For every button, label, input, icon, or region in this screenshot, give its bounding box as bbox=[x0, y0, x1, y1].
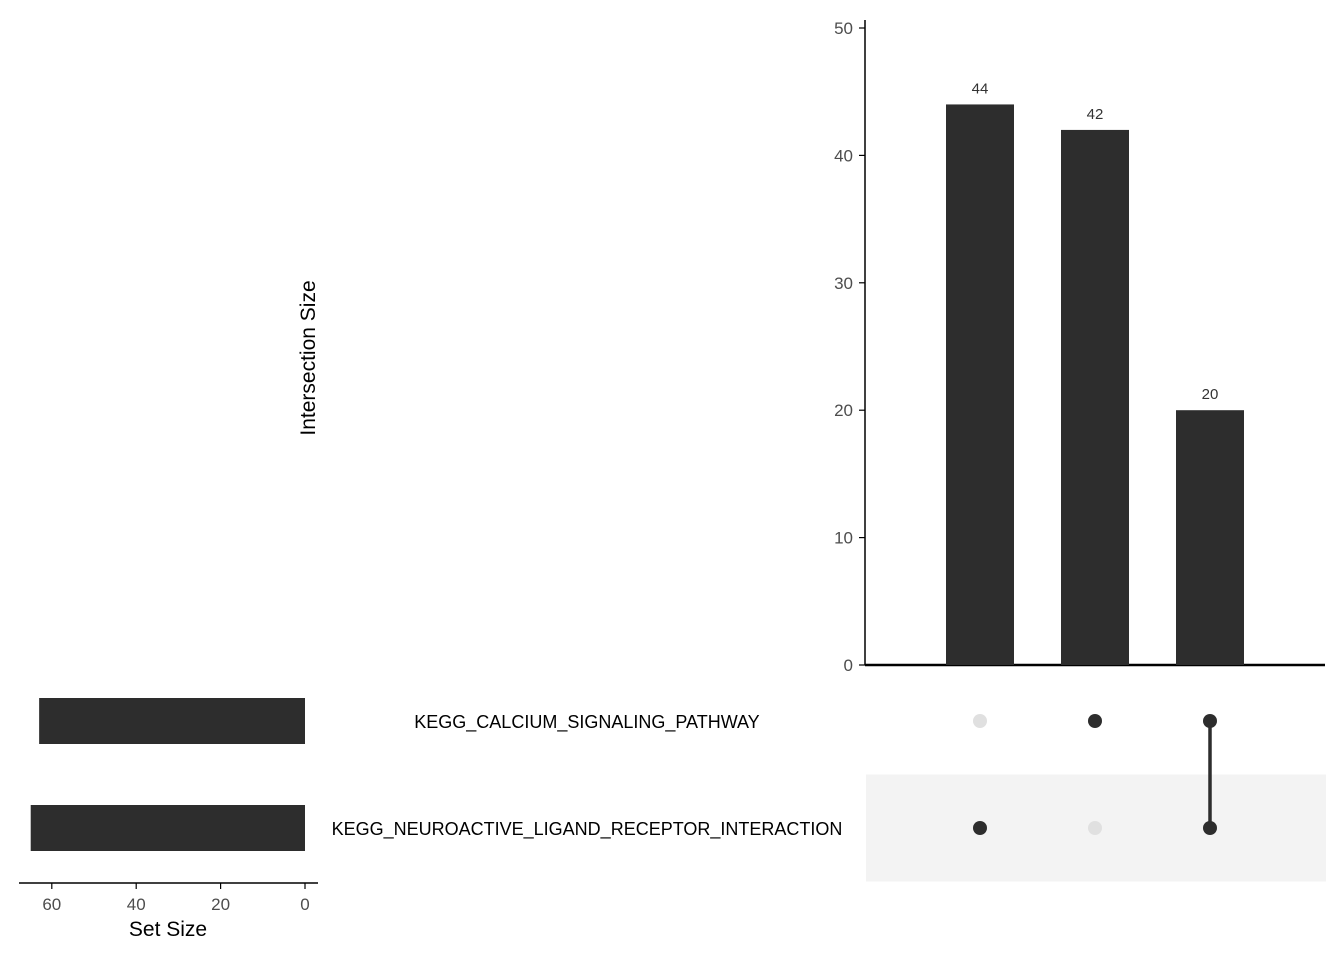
intersection-bar bbox=[1061, 129, 1129, 666]
intersection-bar bbox=[946, 104, 1014, 665]
y-tick-label: 40 bbox=[834, 146, 853, 165]
intersection-bar-label: 20 bbox=[1202, 386, 1219, 403]
set-size-bar bbox=[39, 698, 305, 744]
set-size-bar bbox=[30, 805, 305, 851]
membership-dot-filled bbox=[973, 821, 987, 835]
y-tick-label: 0 bbox=[844, 656, 853, 675]
set-size-tick-label: 0 bbox=[300, 895, 309, 914]
set-size-tick-label: 20 bbox=[211, 895, 230, 914]
set-name-label: KEGG_NEUROACTIVE_LIGAND_RECEPTOR_INTERAC… bbox=[332, 819, 843, 840]
set-name-label: KEGG_CALCIUM_SIGNALING_PATHWAY bbox=[414, 712, 759, 733]
intersection-bar bbox=[1176, 410, 1244, 665]
set-size-tick-label: 60 bbox=[42, 895, 61, 914]
membership-dot-filled bbox=[1203, 821, 1217, 835]
intersection-size-axis-title: Intersection Size bbox=[297, 280, 320, 435]
y-tick-label: 30 bbox=[834, 274, 853, 293]
set-size-panel: 60 40 20 0 bbox=[19, 698, 318, 914]
membership-dot-filled bbox=[1203, 714, 1217, 728]
membership-dot-filled bbox=[1088, 714, 1102, 728]
set-size-tick-label: 40 bbox=[127, 895, 146, 914]
intersection-bar-label: 44 bbox=[972, 80, 989, 97]
membership-dot-empty bbox=[973, 714, 987, 728]
membership-dot-empty bbox=[1088, 821, 1102, 835]
intersection-bar-label: 42 bbox=[1087, 106, 1104, 123]
set-size-axis-title: Set Size bbox=[129, 918, 207, 941]
y-tick-label: 10 bbox=[834, 529, 853, 548]
y-tick-label: 50 bbox=[834, 19, 853, 38]
y-tick-label: 20 bbox=[834, 401, 853, 420]
intersection-bars-panel: 0 10 20 30 40 50 44 42 20 bbox=[834, 19, 1325, 675]
membership-matrix: KEGG_CALCIUM_SIGNALING_PATHWAY KEGG_NEURO… bbox=[332, 712, 1326, 882]
